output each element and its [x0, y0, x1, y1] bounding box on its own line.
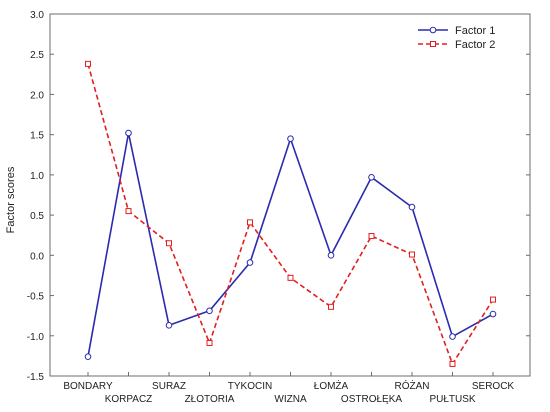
series-layer [84, 60, 497, 367]
x-tick-label: BONDARY [63, 381, 113, 392]
data-point-factor-1 [206, 307, 213, 315]
x-tick-label: WIZNA [274, 394, 307, 405]
data-point-factor-2 [247, 219, 253, 226]
series-line-factor-2 [87, 63, 494, 365]
x-tick-label: RÓŻAN [395, 379, 430, 392]
data-point-factor-2 [368, 233, 375, 240]
data-point-factor-1 [246, 259, 254, 266]
y-tick-label: -1.0 [27, 332, 45, 343]
y-axis-ticks: 3.0 2.5 2.0 1.5 1.0 0.5 0.0 -0.5 -1.0 -1.5 [27, 10, 530, 383]
x-tick-label: ŁOMŻA [314, 379, 349, 392]
y-tick-label: 0.5 [30, 211, 44, 222]
x-tick-label: TYKOCIN [228, 381, 272, 392]
data-point-factor-1 [368, 174, 375, 181]
data-point-factor-2 [125, 208, 132, 215]
y-tick-label: 1.0 [30, 171, 44, 182]
x-tick-label: KORPACZ [105, 394, 153, 405]
data-point-factor-2 [287, 274, 294, 281]
y-tick-label: 2.0 [30, 90, 44, 101]
x-tick-label: ZŁOTORIA [185, 394, 235, 405]
data-point-factor-2 [328, 303, 334, 310]
legend-label-factor-2: Factor 2 [455, 39, 495, 51]
series-line-factor-1 [87, 132, 494, 357]
x-tick-label: OSTROŁĘKA [341, 394, 402, 405]
x-tick-label: SEROCK [472, 381, 515, 392]
data-point-factor-2 [166, 240, 172, 247]
data-point-factor-2 [206, 340, 213, 347]
legend-marker-factor-1 [429, 26, 437, 34]
plot-frame [49, 13, 531, 377]
y-tick-label: -0.5 [27, 292, 45, 303]
data-point-factor-2 [85, 60, 91, 67]
data-point-factor-1 [125, 129, 132, 137]
data-point-factor-2 [490, 296, 496, 303]
y-tick-label: 3.0 [30, 10, 44, 21]
data-point-factor-1 [165, 322, 173, 329]
data-point-factor-1 [408, 203, 416, 211]
x-tick-label: SURAZ [152, 381, 186, 392]
y-tick-label: 0.0 [30, 251, 44, 262]
y-tick-label: 2.5 [30, 50, 44, 61]
x-tick-label: PUŁTUSK [429, 394, 475, 405]
data-point-factor-2 [409, 251, 415, 258]
legend-marker-factor-2 [430, 41, 436, 47]
legend: Factor 1 Factor 2 [418, 25, 495, 51]
y-tick-label: 1.5 [30, 131, 44, 142]
data-point-factor-1 [84, 353, 92, 360]
data-point-factor-1 [449, 333, 456, 340]
y-axis-label: Factor scores [5, 166, 17, 233]
data-point-factor-1 [287, 135, 294, 142]
data-point-factor-2 [449, 360, 456, 367]
y-tick-label: -1.5 [27, 372, 45, 383]
legend-label-factor-1: Factor 1 [455, 25, 495, 37]
data-point-factor-1 [327, 252, 335, 259]
data-point-factor-1 [489, 310, 497, 318]
